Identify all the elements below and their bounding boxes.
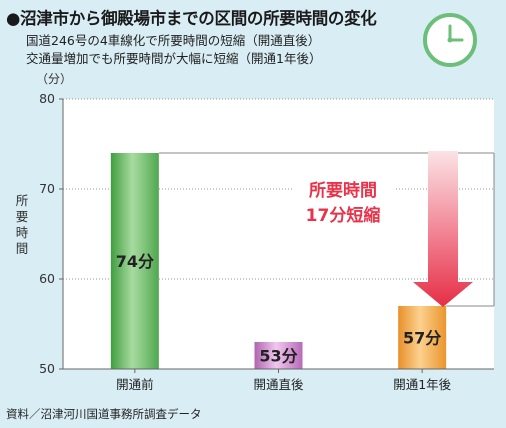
- chart-subtitle-2: 交通量増加でも所要時間が大幅に短縮（開通1年後）: [26, 51, 322, 66]
- x-tick-labels: 開通前 開通直後 開通1年後: [116, 369, 452, 392]
- bar-series: [110, 153, 447, 369]
- chart-title: ●沼津市から御殿場市までの区間の所要時間の変化: [6, 9, 377, 28]
- value-label-0: 74分: [116, 252, 154, 271]
- clock-icon: [423, 13, 477, 67]
- x-tick-label-2: 開通1年後: [393, 377, 451, 392]
- y-axis-label-char: 時: [16, 225, 29, 240]
- source-note: 資料／沼津河川国道事務所調査データ: [6, 407, 202, 421]
- value-label-2: 57分: [403, 329, 441, 348]
- y-tick-label-80: 80: [39, 91, 55, 106]
- bar-2: [398, 306, 447, 369]
- y-axis-label-char: 所: [16, 193, 29, 208]
- reduction-arrow: [413, 151, 473, 307]
- chart-subtitle-1: 国道246号の4車線化で所要時間の短縮（開通直後）: [26, 33, 321, 48]
- y-tick-label-50: 50: [39, 361, 55, 376]
- annotation-line-2: 17分短縮: [306, 205, 381, 226]
- value-labels: 74分 53分 57分: [116, 252, 442, 366]
- x-tick-label-0: 開通前: [116, 377, 154, 392]
- value-label-1: 53分: [259, 347, 297, 366]
- y-axis-label-char: 間: [16, 241, 29, 256]
- annotation-line-1: 所要時間: [309, 180, 377, 201]
- y-axis-label: 所要時間: [16, 193, 29, 256]
- x-tick-label-1: 開通直後: [253, 377, 304, 392]
- y-unit-label: （分）: [36, 72, 72, 86]
- y-tick-label-60: 60: [39, 271, 55, 286]
- reduction-annotation: 所要時間 17分短縮: [288, 163, 398, 247]
- bar-0: [110, 153, 159, 369]
- y-tick-labels: 50 60 70 80: [39, 91, 63, 376]
- y-axis-label-char: 要: [16, 209, 29, 224]
- y-tick-label-70: 70: [39, 181, 55, 196]
- bar-1: [254, 342, 303, 369]
